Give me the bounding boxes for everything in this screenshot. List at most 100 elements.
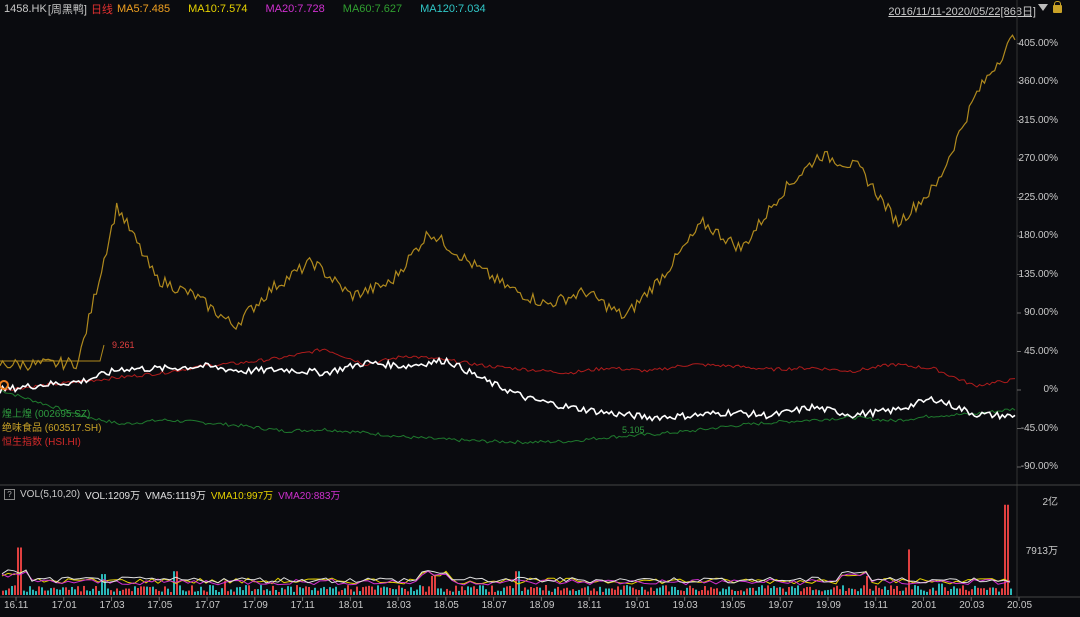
time-axis-label: 19.05 <box>720 600 746 611</box>
volume-bar <box>770 588 772 595</box>
volume-bar <box>698 591 700 595</box>
volume-bar <box>239 586 241 595</box>
price-axis-label: 0% <box>1043 384 1058 395</box>
volume-bar <box>323 586 325 595</box>
date-range[interactable]: 2016/11/11-2020/05/22[868日] <box>888 6 1036 18</box>
volume-bar <box>539 587 541 595</box>
volume-bar <box>206 591 208 595</box>
volume-bar <box>1007 504 1009 595</box>
volume-bar <box>56 589 58 595</box>
volume-bar <box>416 589 418 595</box>
volume-bar <box>32 589 34 595</box>
volume-bar <box>806 586 808 595</box>
volume-bar <box>23 590 25 595</box>
volume-bar <box>341 590 343 595</box>
legend-huangshanghuang[interactable]: 煌上煌 (002695.SZ) <box>2 409 91 420</box>
volume-bar <box>257 589 259 595</box>
volume-bar <box>587 586 589 595</box>
volume-bar <box>695 589 697 595</box>
time-axis-label: 18.03 <box>386 600 412 611</box>
volume-bar <box>128 588 130 595</box>
volume-bar <box>386 587 388 595</box>
legend-juewei[interactable]: 绝味食品 (603517.SH) <box>2 423 102 434</box>
volume-bar <box>188 590 190 595</box>
volume-bar <box>338 591 340 595</box>
volume-bar <box>764 588 766 595</box>
volume-bar <box>17 547 19 595</box>
lock-icon[interactable] <box>1053 1 1062 13</box>
volume-bar <box>677 589 679 595</box>
volume-bar <box>605 588 607 595</box>
volume-bar <box>674 586 676 595</box>
volume-bar <box>461 586 463 595</box>
volume-bar <box>497 590 499 595</box>
volume-bar <box>425 591 427 595</box>
volume-bar <box>431 576 433 595</box>
volume-bar <box>155 589 157 595</box>
volume-bar <box>827 589 829 595</box>
volume-bar <box>545 585 547 595</box>
volume-bar <box>914 585 916 595</box>
volume-bar <box>38 586 40 595</box>
volume-bar <box>863 585 865 595</box>
volume-bar <box>854 589 856 595</box>
symbol-name[interactable]: [周黑鸭] <box>47 4 87 16</box>
legend-hsi[interactable]: 恒生指数 (HSI.HI) <box>2 437 81 448</box>
volume-bars <box>1 504 1012 595</box>
volume-bar <box>68 589 70 595</box>
vol-value: VOL:1209万 <box>85 490 141 502</box>
volume-bar <box>11 586 13 595</box>
volume-bar <box>485 589 487 595</box>
volume-bar <box>452 591 454 595</box>
volume-bar <box>122 589 124 595</box>
time-axis-label: 17.01 <box>51 600 77 611</box>
volume-bar <box>953 586 955 595</box>
volume-bar <box>746 588 748 595</box>
ref-price-label: 9.261 <box>112 340 135 350</box>
volume-bar <box>332 588 334 595</box>
volume-bar <box>287 586 289 595</box>
volume-bar <box>221 588 223 595</box>
volume-bar <box>107 588 109 595</box>
time-axis-label: 19.07 <box>768 600 794 611</box>
volume-bar <box>467 586 469 595</box>
volume-bar <box>872 590 874 595</box>
price-axis-label: 225.00% <box>1018 191 1058 203</box>
symbol-code[interactable]: 1458.HK <box>4 3 47 15</box>
time-axis-label: 16.11 <box>4 600 29 611</box>
volume-bar <box>785 591 787 595</box>
volume-bar <box>74 589 76 595</box>
ma20-label: MA20:7.728 <box>265 3 325 15</box>
volume-bar <box>8 588 10 595</box>
help-icon[interactable]: ? <box>4 488 15 500</box>
volume-bar <box>968 591 970 595</box>
volume-bar <box>413 591 415 595</box>
volume-bar <box>344 588 346 595</box>
time-axis-label: 18.05 <box>433 600 459 611</box>
ma120-label: MA120:7.034 <box>420 3 486 15</box>
volume-bar <box>302 588 304 595</box>
volume-title[interactable]: VOL(5,10,20) <box>20 488 81 500</box>
volume-bar <box>458 590 460 595</box>
volume-bar <box>434 576 436 595</box>
volume-bar <box>803 588 805 595</box>
vma-line <box>1 570 1011 586</box>
volume-bar <box>950 588 952 595</box>
volume-bar <box>833 587 835 595</box>
volume-bar <box>737 591 739 595</box>
volume-bar <box>62 587 64 595</box>
volume-bar <box>725 589 727 595</box>
volume-bar <box>791 586 793 595</box>
volume-bar <box>662 585 664 595</box>
period-label[interactable]: 日线 <box>90 4 113 16</box>
volume-bar <box>851 588 853 595</box>
volume-bar <box>326 589 328 595</box>
volume-bar <box>704 586 706 595</box>
chevron-down-icon[interactable] <box>1038 4 1048 11</box>
volume-bar <box>614 589 616 595</box>
volume-bar <box>812 590 814 595</box>
volume-bar <box>743 591 745 595</box>
volume-bar <box>563 588 565 595</box>
volume-bar <box>623 585 625 595</box>
